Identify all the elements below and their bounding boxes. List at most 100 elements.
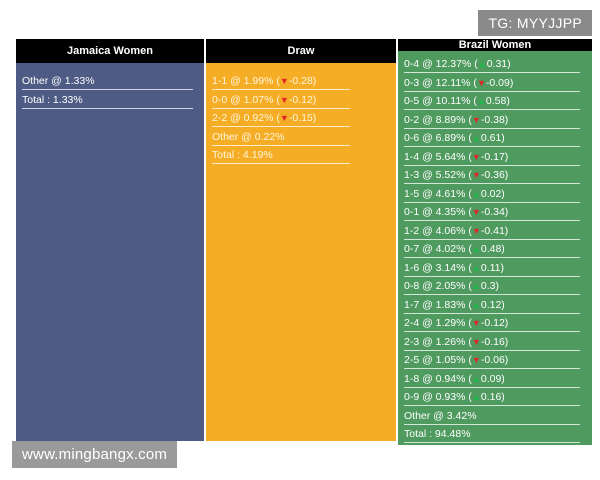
- score-row: Other @ 0.22%: [212, 129, 350, 146]
- score-text: 1-3 @ 5.52% (: [404, 169, 472, 181]
- score-text: 1-4 @ 5.64% (: [404, 150, 472, 163]
- column-body-brazil-women: 0-4 @ 12.37% (▲0.31) 0-3 @ 12.11% (▼-0.09…: [398, 51, 592, 445]
- change-value: 0.09): [480, 372, 505, 385]
- arrow-up-icon: ▲: [471, 299, 481, 310]
- column-header-brazil-women: Brazil Women: [398, 39, 592, 51]
- arrow-down-icon: ▼: [471, 151, 481, 162]
- arrow-up-icon: ▲: [471, 188, 481, 199]
- change-value: 0.48): [480, 243, 505, 255]
- score-row: 1-7 @ 1.83% (▲0.12): [404, 297, 580, 314]
- change-value: -0.12): [480, 317, 509, 329]
- column-body-draw: 1-1 @ 1.99% (▼-0.28) 0-0 @ 1.07% (▼-0.12)…: [206, 63, 396, 441]
- score-text: 0-1 @ 4.35% (: [404, 206, 472, 218]
- score-text: 1-7 @ 1.83% (: [404, 298, 472, 311]
- change-value: -0.15): [288, 112, 317, 124]
- score-text: 1-8 @ 0.94% (: [404, 372, 472, 385]
- arrow-down-icon: ▼: [471, 207, 481, 217]
- arrow-down-icon: ▼: [476, 77, 486, 88]
- score-row: Total : 94.48%: [404, 426, 580, 443]
- score-text: 1-2 @ 4.06% (: [404, 224, 472, 237]
- change-value: 0.31): [486, 58, 511, 70]
- watermark-top: TG: MYYJJPP: [478, 10, 592, 36]
- score-row: 0-0 @ 1.07% (▼-0.12): [212, 92, 350, 109]
- arrow-up-icon: ▲: [471, 244, 481, 254]
- score-row: 0-7 @ 4.02% (▲0.48): [404, 241, 580, 258]
- change-value: 0.02): [480, 187, 505, 200]
- score-text: 1-5 @ 4.61% (: [404, 187, 472, 200]
- score-text: 2-5 @ 1.05% (: [404, 354, 472, 366]
- score-row: 1-1 @ 1.99% (▼-0.28): [212, 73, 350, 90]
- score-row: 2-4 @ 1.29% (▼-0.12): [404, 315, 580, 332]
- arrow-down-icon: ▼: [471, 336, 481, 347]
- score-row: 0-9 @ 0.93% (▲0.16): [404, 389, 580, 406]
- change-value: -0.28): [288, 75, 317, 87]
- change-value: -0.16): [480, 335, 509, 348]
- arrow-down-icon: ▼: [471, 318, 481, 328]
- score-text: 0-5 @ 10.11% (: [404, 95, 477, 107]
- change-value: -0.41): [480, 224, 509, 237]
- score-text: 2-4 @ 1.29% (: [404, 317, 472, 329]
- arrow-down-icon: ▼: [471, 355, 481, 365]
- score-text: 0-8 @ 2.05% (: [404, 280, 472, 292]
- score-row: Other @ 3.42%: [404, 408, 580, 425]
- arrow-down-icon: ▼: [279, 94, 289, 105]
- watermark-bottom: www.mingbangx.com: [12, 441, 178, 468]
- score-row: Total : 1.33%: [22, 92, 193, 109]
- score-row: 2-5 @ 1.05% (▼-0.06): [404, 352, 580, 369]
- column-header-jamaica-women: Jamaica Women: [16, 39, 204, 63]
- column-brazil-women: Brazil Women 0-4 @ 12.37% (▲0.31) 0-3 @ 1…: [398, 39, 592, 445]
- score-text: 2-3 @ 1.26% (: [404, 335, 472, 348]
- score-text: 0-3 @ 12.11% (: [404, 76, 477, 89]
- score-row: 0-3 @ 12.11% (▼-0.09): [404, 75, 580, 92]
- score-text: Total : 4.19%: [212, 149, 273, 161]
- score-text: 0-7 @ 4.02% (: [404, 243, 472, 255]
- column-body-jamaica-women: Other @ 1.33% Total : 1.33%: [16, 63, 204, 441]
- change-value: 0.58): [485, 95, 510, 107]
- change-value: 0.11): [480, 261, 505, 274]
- change-value: -0.12): [288, 93, 317, 106]
- arrow-down-icon: ▼: [471, 114, 481, 125]
- score-row: 1-4 @ 5.64% (▼-0.17): [404, 149, 580, 166]
- score-text: 0-2 @ 8.89% (: [404, 113, 472, 126]
- change-value: 0.3): [480, 280, 499, 292]
- score-row: Total : 4.19%: [212, 147, 350, 164]
- change-value: -0.38): [480, 113, 509, 126]
- arrow-up-icon: ▲: [471, 133, 481, 143]
- score-text: Total : 1.33%: [22, 93, 83, 106]
- arrow-up-icon: ▲: [476, 96, 486, 106]
- column-jamaica-women: Jamaica Women Other @ 1.33% Total : 1.33%: [16, 39, 204, 441]
- change-value: 0.61): [480, 132, 505, 144]
- arrow-down-icon: ▼: [279, 76, 289, 86]
- score-text: 1-6 @ 3.14% (: [404, 261, 472, 274]
- change-value: -0.34): [480, 206, 509, 218]
- arrow-up-icon: ▲: [471, 392, 481, 402]
- score-text: 0-6 @ 6.89% (: [404, 132, 472, 144]
- arrow-up-icon: ▲: [477, 59, 487, 69]
- score-row: 0-1 @ 4.35% (▼-0.34): [404, 204, 580, 221]
- score-text: 0-4 @ 12.37% (: [404, 58, 478, 70]
- change-value: -0.09): [485, 76, 514, 89]
- score-row: 1-6 @ 3.14% (▲0.11): [404, 260, 580, 277]
- score-row: 1-5 @ 4.61% (▲0.02): [404, 186, 580, 203]
- correct-score-table: Jamaica Women Other @ 1.33% Total : 1.33%…: [16, 39, 592, 445]
- column-header-draw: Draw: [206, 39, 396, 63]
- score-text: Other @ 0.22%: [212, 130, 285, 143]
- change-value: 0.12): [480, 298, 505, 311]
- score-text: 0-0 @ 1.07% (: [212, 93, 280, 106]
- score-text: Other @ 3.42%: [404, 409, 477, 422]
- score-row: 0-4 @ 12.37% (▲0.31): [404, 56, 580, 73]
- score-row: 1-3 @ 5.52% (▼-0.36): [404, 167, 580, 184]
- arrow-up-icon: ▲: [471, 262, 481, 273]
- change-value: -0.36): [480, 169, 509, 181]
- arrow-up-icon: ▲: [471, 281, 481, 291]
- score-row: 1-8 @ 0.94% (▲0.09): [404, 371, 580, 388]
- score-row: 2-2 @ 0.92% (▼-0.15): [212, 110, 350, 127]
- score-text: Total : 94.48%: [404, 428, 471, 440]
- change-value: -0.06): [480, 354, 509, 366]
- score-row: 0-6 @ 6.89% (▲0.61): [404, 130, 580, 147]
- score-text: 2-2 @ 0.92% (: [212, 112, 280, 124]
- score-row: 2-3 @ 1.26% (▼-0.16): [404, 334, 580, 351]
- score-row: 1-2 @ 4.06% (▼-0.41): [404, 223, 580, 240]
- arrow-down-icon: ▼: [471, 225, 481, 236]
- arrow-down-icon: ▼: [279, 113, 289, 123]
